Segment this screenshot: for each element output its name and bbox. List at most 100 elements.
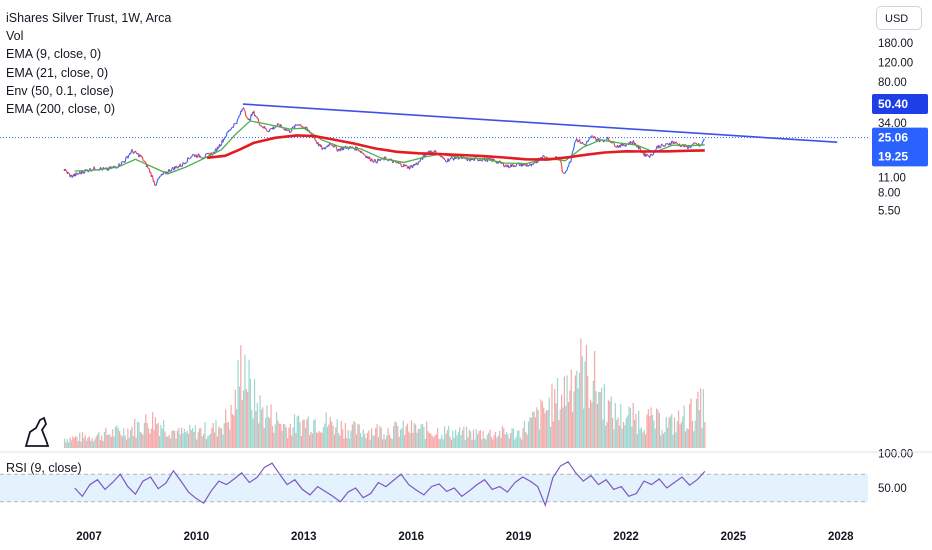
volume-bar xyxy=(488,432,490,448)
volume-bar xyxy=(215,420,217,448)
volume-bar xyxy=(489,429,491,448)
volume-bar xyxy=(456,435,458,448)
price-candle xyxy=(314,137,316,141)
price-candle xyxy=(339,148,342,152)
volume-bar xyxy=(635,413,637,448)
price-candle xyxy=(532,162,535,165)
volume-bar xyxy=(66,439,68,448)
volume-bar xyxy=(285,427,287,448)
volume-bar xyxy=(504,434,506,448)
price-candle xyxy=(77,173,79,175)
volume-bar xyxy=(65,442,67,448)
volume-bar xyxy=(481,439,483,448)
volume-bar xyxy=(85,440,88,448)
volume-bar xyxy=(676,421,678,448)
volume-bar xyxy=(673,417,676,448)
time-tick-label: 2028 xyxy=(828,531,854,543)
volume-bar xyxy=(543,407,545,448)
price-candle xyxy=(649,153,652,158)
volume-bar xyxy=(701,428,703,448)
price-candle xyxy=(675,141,678,144)
price-candle xyxy=(379,159,382,162)
volume-bar xyxy=(266,405,268,448)
top-price-badge-label: 50.40 xyxy=(878,97,908,111)
volume-bar xyxy=(382,439,384,448)
volume-bar xyxy=(79,432,81,448)
volume-bar xyxy=(638,410,640,448)
volume-bar xyxy=(160,425,162,448)
volume-bar xyxy=(136,421,139,448)
ema21-line xyxy=(74,120,705,175)
price-candle xyxy=(229,129,232,132)
price-candle xyxy=(542,154,545,157)
volume-bar xyxy=(300,435,302,448)
volume-bar xyxy=(464,439,466,448)
volume-bar xyxy=(299,422,301,448)
volume-bar xyxy=(574,375,576,448)
currency-button[interactable]: USD xyxy=(876,6,922,30)
price-candle xyxy=(195,154,198,158)
rsi-legend[interactable]: RSI (9, close) xyxy=(6,461,82,475)
price-candle xyxy=(199,155,202,158)
price-candle xyxy=(265,127,267,130)
volume-bar xyxy=(264,417,267,448)
volume-bar xyxy=(95,436,97,448)
symbol-title[interactable]: iShares Silver Trust, 1W, Arca xyxy=(6,11,172,25)
legend-ema200[interactable]: EMA (200, close, 0) xyxy=(6,102,116,117)
price-candle xyxy=(342,147,345,151)
volume-bar xyxy=(518,430,520,448)
volume-bar xyxy=(375,428,377,448)
volume-bar xyxy=(657,409,659,448)
price-candle xyxy=(658,144,660,148)
volume-bar xyxy=(602,419,604,448)
volume-bar xyxy=(516,430,519,448)
legend-vol[interactable]: Vol xyxy=(6,29,24,44)
volume-bar xyxy=(295,433,297,448)
price-tick-label: 34.00 xyxy=(878,118,907,130)
volume-bar xyxy=(478,431,480,448)
price-candle xyxy=(362,153,365,156)
volume-bar xyxy=(686,428,688,448)
volume-bar xyxy=(164,431,166,448)
legend-ema9[interactable]: EMA (9, close, 0) xyxy=(6,47,102,62)
price-candle xyxy=(692,142,695,145)
volume-bar xyxy=(203,434,205,448)
volume-bar xyxy=(167,436,169,448)
volume-bar xyxy=(271,426,274,448)
volume-bar xyxy=(344,423,347,448)
price-candle xyxy=(590,135,592,138)
price-candle xyxy=(453,158,455,161)
volume-bar xyxy=(420,424,422,448)
volume-bar xyxy=(609,401,611,448)
volume-bar xyxy=(592,380,594,448)
volume-bar xyxy=(499,430,501,448)
volume-bar xyxy=(468,429,470,448)
price-tick-label: 180.00 xyxy=(878,38,913,50)
price-candle xyxy=(336,148,338,152)
volume-bar xyxy=(526,434,528,448)
price-candle xyxy=(238,115,241,118)
volume-bar xyxy=(547,409,549,448)
price-candle xyxy=(671,140,673,143)
price-candle xyxy=(329,143,332,146)
volume-bar xyxy=(157,422,159,448)
price-candle xyxy=(187,157,190,159)
volume-bar xyxy=(263,427,265,448)
volume-bar xyxy=(690,398,692,448)
legend-envelope[interactable]: Env (50, 0.1, close) xyxy=(6,83,114,98)
volume-bar xyxy=(205,439,207,448)
volume-bar xyxy=(668,417,670,448)
volume-bar xyxy=(153,429,155,448)
tradingview-logo-icon xyxy=(24,416,50,447)
volume-bar xyxy=(697,391,699,448)
price-candle xyxy=(223,136,226,140)
price-candle xyxy=(167,170,170,174)
price-candle xyxy=(177,167,179,169)
volume-bar xyxy=(428,433,431,448)
legend-ema21[interactable]: EMA (21, close, 0) xyxy=(6,65,109,80)
volume-bar xyxy=(511,428,513,448)
price-candle xyxy=(647,155,650,158)
price-candle xyxy=(695,142,698,145)
volume-bar xyxy=(223,423,225,448)
